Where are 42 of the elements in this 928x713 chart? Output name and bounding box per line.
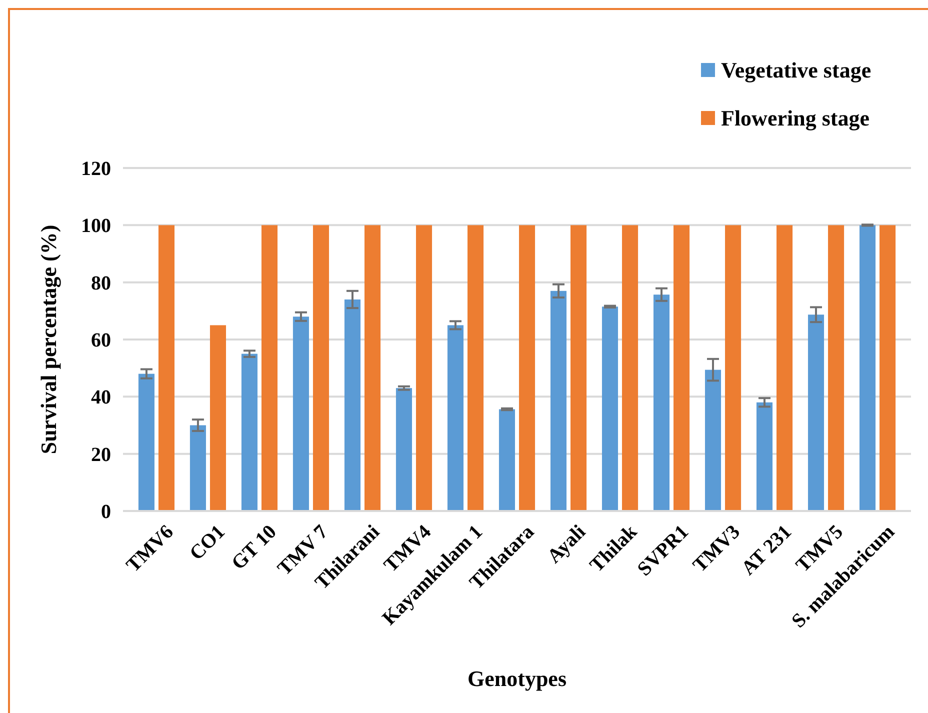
- bar: [776, 225, 793, 511]
- bar: [498, 409, 515, 511]
- legend-label: Vegetative stage: [721, 58, 872, 83]
- bar: [570, 225, 587, 511]
- bar: [364, 225, 381, 511]
- bar: [292, 316, 309, 511]
- bar: [519, 225, 536, 511]
- bar: [756, 402, 773, 511]
- bar: [190, 425, 206, 511]
- bar: [674, 225, 690, 511]
- bar: [344, 299, 360, 511]
- bar: [467, 225, 484, 511]
- bar: [210, 325, 226, 511]
- legend-label: Flowering stage: [721, 106, 870, 131]
- bar: [138, 374, 154, 511]
- y-axis-title: Survival percentage (%): [36, 224, 61, 454]
- bar: [808, 314, 824, 511]
- bar: [828, 225, 844, 511]
- bar: [396, 388, 412, 511]
- y-tick-label: 80: [91, 272, 111, 294]
- y-tick-label: 120: [81, 158, 111, 180]
- bar: [622, 225, 638, 511]
- bar: [261, 225, 278, 511]
- x-tick-label: CO1: [186, 520, 230, 565]
- y-tick-label: 100: [81, 215, 111, 238]
- y-tick-label: 0: [101, 501, 111, 523]
- x-axis-title: Genotypes: [468, 666, 567, 691]
- y-tick-label: 20: [91, 444, 111, 466]
- bar: [158, 225, 175, 511]
- bar: [859, 225, 876, 511]
- bar: [653, 294, 670, 511]
- y-tick-label: 60: [91, 330, 111, 352]
- bar: [704, 370, 722, 511]
- bar: [550, 290, 567, 511]
- bar: [447, 325, 464, 511]
- bar: [241, 354, 258, 511]
- bar: [725, 225, 742, 511]
- y-tick-label: 40: [91, 386, 111, 409]
- bar: [312, 225, 330, 511]
- bar: [416, 225, 432, 511]
- bar: [880, 225, 896, 511]
- bar: [602, 306, 618, 511]
